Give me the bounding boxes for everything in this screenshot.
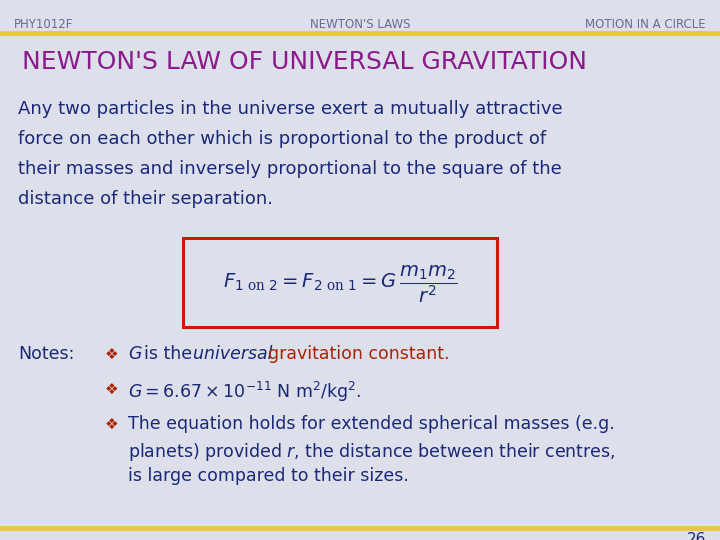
Text: Any two particles in the universe exert a mutually attractive: Any two particles in the universe exert … — [18, 100, 562, 118]
Text: NEWTON'S LAWS: NEWTON'S LAWS — [310, 18, 410, 31]
Text: 26: 26 — [687, 532, 706, 540]
Text: is large compared to their sizes.: is large compared to their sizes. — [128, 467, 409, 485]
Text: planets) provided $r$, the distance between their centres,: planets) provided $r$, the distance betw… — [128, 441, 616, 463]
Text: universal: universal — [193, 345, 272, 363]
Text: force on each other which is proportional to the product of: force on each other which is proportiona… — [18, 130, 546, 148]
Text: NEWTON'S LAW OF UNIVERSAL GRAVITATION: NEWTON'S LAW OF UNIVERSAL GRAVITATION — [22, 50, 587, 74]
Text: Notes:: Notes: — [18, 345, 74, 363]
Text: distance of their separation.: distance of their separation. — [18, 190, 273, 208]
Text: $G = 6.67 \times 10^{-11}$ N m$^2$/kg$^2$.: $G = 6.67 \times 10^{-11}$ N m$^2$/kg$^2… — [128, 380, 361, 404]
Text: $G$: $G$ — [128, 345, 143, 363]
Text: is the: is the — [144, 345, 192, 363]
Text: PHY1012F: PHY1012F — [14, 18, 73, 31]
Text: $F_{1\ \mathregular{on}\ 2} = F_{2\ \mathregular{on}\ 1} = G\,\dfrac{m_1 m_2}{r^: $F_{1\ \mathregular{on}\ 2} = F_{2\ \mat… — [222, 264, 457, 306]
Text: The equation holds for extended spherical masses (e.g.: The equation holds for extended spherica… — [128, 415, 615, 433]
Text: ❖: ❖ — [105, 347, 119, 362]
Text: gravitation constant.: gravitation constant. — [268, 345, 449, 363]
Text: their masses and inversely proportional to the square of the: their masses and inversely proportional … — [18, 160, 562, 178]
FancyBboxPatch shape — [183, 238, 497, 327]
Text: ❖: ❖ — [105, 417, 119, 432]
Text: ❖: ❖ — [105, 382, 119, 397]
Text: MOTION IN A CIRCLE: MOTION IN A CIRCLE — [585, 18, 706, 31]
